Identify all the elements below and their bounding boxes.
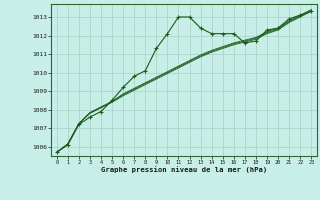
X-axis label: Graphe pression niveau de la mer (hPa): Graphe pression niveau de la mer (hPa) bbox=[101, 167, 267, 173]
